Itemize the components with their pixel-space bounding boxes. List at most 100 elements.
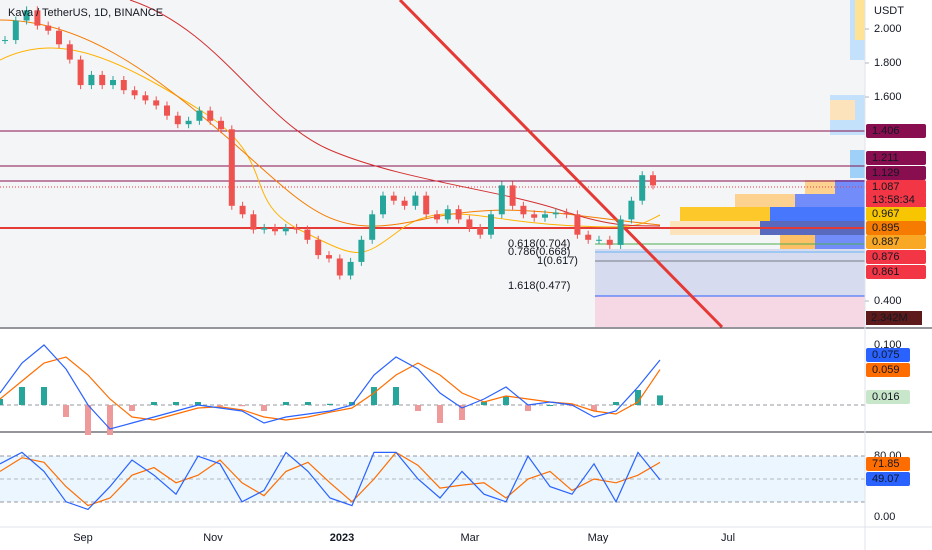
macd-histogram-bar: [283, 402, 289, 405]
stoch-d-line: [0, 451, 661, 507]
stoch-tag: [866, 472, 910, 486]
price-tag-label: 0.967: [872, 208, 900, 220]
candle: [110, 80, 116, 86]
candle: [142, 95, 149, 101]
candle: [315, 239, 322, 256]
price-tag: [866, 221, 926, 235]
price-tag: [866, 124, 926, 138]
candle: [628, 200, 635, 220]
macd-tag: [866, 390, 910, 404]
price-tag-label: 0.895: [872, 222, 900, 234]
candle: [293, 227, 300, 230]
macd-histogram-bar: [129, 405, 135, 411]
price-tag: [866, 151, 926, 165]
price-tag: [866, 166, 926, 180]
macd-histogram-bar: [349, 402, 355, 405]
stoch-tag-label: 49.07: [872, 473, 900, 485]
labels: 2.000 1.800 1.600 0.400 1.406 1.211 1.129 1.087…: [73, 23, 926, 544]
candle: [347, 261, 354, 276]
price-tag: [866, 207, 926, 221]
candle: [650, 175, 656, 186]
macd-histogram-bar: [613, 402, 619, 405]
macd-tag: [866, 363, 910, 377]
candle: [520, 205, 527, 215]
candle: [563, 212, 570, 215]
macd-histogram-bar: [327, 403, 333, 405]
macd-histogram-bar: [459, 405, 465, 420]
price-tag-label: 0.861: [872, 266, 900, 278]
candle: [218, 120, 224, 130]
candle: [617, 219, 624, 245]
macd-histogram-bar: [481, 402, 487, 405]
candle: [552, 212, 559, 215]
currency: USDT: [874, 5, 904, 17]
price-tick-label: 2.000: [874, 23, 902, 35]
candle: [369, 214, 376, 240]
time-label: Mar: [461, 532, 480, 544]
macd-tag-label: 0.059: [872, 364, 900, 376]
macd-histogram-bar: [173, 402, 179, 405]
candle: [174, 115, 181, 125]
candle: [34, 10, 41, 26]
candle: [574, 214, 581, 235]
macd-histogram-bar: [217, 405, 223, 407]
candle: [326, 255, 332, 259]
macd-histogram-bar: [261, 405, 267, 411]
candle: [66, 44, 73, 60]
macd-histogram-bar: [63, 405, 69, 417]
macd-histogram-bar: [657, 395, 663, 405]
stoch-band: [0, 456, 865, 502]
candle: [99, 74, 106, 86]
candle: [358, 239, 365, 262]
indicators: [0, 344, 663, 511]
macd-histogram-bar: [195, 402, 201, 405]
fib-label: 0.618(0.704): [508, 238, 570, 250]
macd-tag-label: 0.016: [872, 391, 900, 403]
candle: [596, 239, 602, 241]
candle: [250, 214, 257, 230]
candle: [390, 195, 397, 201]
candle: [239, 205, 246, 215]
stoch-tag-label: 71.85: [872, 458, 900, 470]
macd-histogram-bar: [0, 399, 3, 405]
macd-histogram-bar: [371, 387, 377, 405]
price-tick-label: 0.400: [874, 295, 902, 307]
candle: [12, 20, 19, 41]
macd-histogram-bar: [151, 402, 157, 405]
time-label: Jul: [721, 532, 735, 544]
candle: [120, 80, 127, 91]
candle: [164, 105, 170, 116]
candle: [56, 30, 62, 45]
candle: [88, 74, 95, 86]
candle: [542, 214, 548, 218]
macd-histogram-bar: [393, 387, 399, 405]
candle: [477, 227, 484, 235]
candle: [196, 110, 203, 121]
candle: [434, 214, 440, 220]
macd-histogram-bar: [547, 405, 553, 406]
price-tag-label: 0.876: [872, 251, 900, 263]
time-label: Sep: [73, 532, 93, 544]
candle: [606, 239, 613, 245]
macd-histogram-bar: [635, 390, 641, 405]
macd-histogram-bar: [239, 405, 245, 407]
candle: [498, 185, 505, 215]
macd-histogram-bar: [591, 405, 597, 411]
price-tag-label: 1.087: [872, 181, 900, 193]
candle: [77, 59, 84, 86]
price-tag: [866, 250, 926, 264]
candle: [153, 100, 160, 106]
time-label: May: [588, 532, 609, 544]
candles: [2, 6, 656, 280]
candle: [207, 110, 214, 121]
candle: [23, 10, 30, 21]
price-tag-label: 1.211: [872, 152, 899, 164]
macd-histogram-bar: [107, 405, 113, 435]
stoch-axis-label: 0.00: [874, 511, 895, 523]
fib-label: 1.618(0.477): [508, 280, 570, 292]
time-label: 2023: [330, 532, 354, 544]
fib-label: 0.786(0.668): [508, 246, 570, 258]
candle: [401, 200, 408, 206]
candle: [185, 120, 192, 125]
